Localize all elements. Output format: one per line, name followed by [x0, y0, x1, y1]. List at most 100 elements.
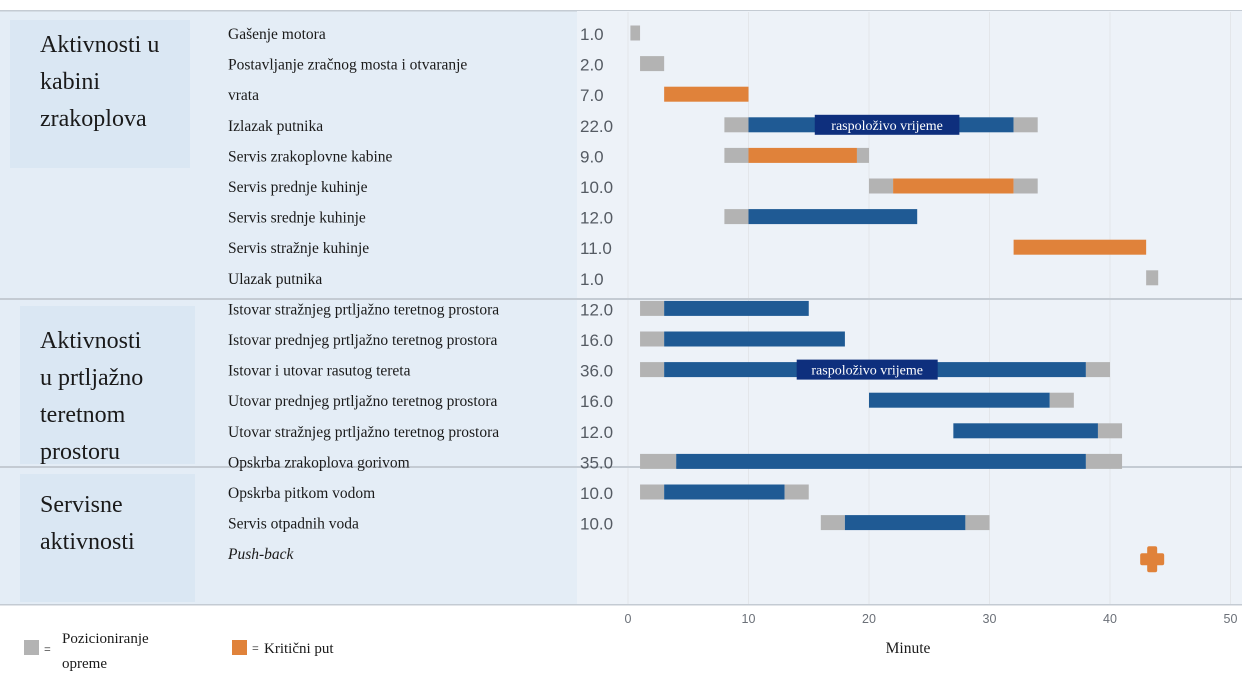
bar-positioning — [1049, 392, 1074, 408]
bar-positioning — [1146, 270, 1159, 286]
group-separator — [0, 298, 1242, 300]
task-duration: 12.0 — [580, 300, 613, 319]
bar-positioning — [869, 178, 894, 194]
bar-activity — [664, 331, 845, 347]
legend-equals: = — [252, 641, 259, 655]
legend-label: Kritični put — [264, 641, 334, 657]
task-duration: 2.0 — [580, 56, 604, 75]
bar-positioning — [1013, 178, 1038, 194]
annotation-label: raspoloživo vrijeme — [811, 364, 923, 379]
bar-activity — [844, 515, 966, 531]
task-label: Ulazak putnika — [228, 271, 322, 288]
bar-positioning — [1097, 423, 1123, 439]
bar-positioning — [630, 25, 641, 41]
bar-positioning — [856, 147, 869, 163]
x-tick-label: 30 — [983, 612, 997, 626]
group-separator — [0, 466, 1242, 468]
task-label: Servis zrakoplovne kabine — [228, 148, 393, 165]
bar-positioning — [1085, 453, 1123, 469]
bar-critical — [664, 86, 749, 102]
bar-positioning — [1013, 117, 1038, 133]
bar-positioning — [640, 362, 665, 378]
bar-activity — [664, 300, 809, 316]
x-tick-label: 50 — [1224, 612, 1238, 626]
group-name-line: aktivnosti — [40, 529, 135, 555]
bar-positioning — [724, 117, 749, 133]
bar-critical — [893, 178, 1014, 194]
task-label: Servis stražnje kuhinje — [228, 240, 369, 257]
task-duration: 7.0 — [580, 86, 604, 105]
task-duration: 1.0 — [580, 25, 604, 44]
group-name-line: Aktivnosti — [40, 328, 142, 354]
annotation-box — [814, 114, 960, 135]
legend-label: opreme — [62, 656, 107, 672]
bar-critical — [748, 147, 857, 163]
task-duration: 9.0 — [580, 147, 604, 166]
task-label: Servis srednje kuhinje — [228, 210, 366, 227]
x-axis-label: Minute — [886, 640, 931, 657]
bar-positioning — [640, 300, 665, 316]
push-back-marker — [1140, 546, 1165, 573]
bar-positioning — [784, 484, 809, 500]
task-duration: 22.0 — [580, 117, 613, 136]
bar-activity — [664, 484, 785, 500]
task-label: Postavljanje zračnog mosta i otvaranje — [228, 57, 467, 74]
group-name-line: Servisne — [40, 492, 123, 518]
group-name-line: teretnom — [40, 402, 126, 428]
bar-critical — [1013, 239, 1147, 255]
task-label: Istovar i utovar rasutog tereta — [228, 363, 411, 380]
bar-activity — [676, 453, 1086, 469]
task-label: vrata — [228, 87, 259, 104]
group-name-line: Aktivnosti u — [40, 32, 159, 58]
bar-positioning — [1085, 362, 1110, 378]
bar-positioning — [965, 515, 990, 531]
task-label: Push-back — [227, 546, 295, 563]
task-label: Utovar stražnjeg prtljažno teretnog pros… — [228, 424, 499, 441]
legend-equals: = — [44, 642, 51, 656]
task-label: Izlazak putnika — [228, 118, 323, 135]
bar-positioning — [640, 484, 665, 500]
task-label: Servis prednje kuhinje — [228, 179, 368, 196]
bar-positioning — [640, 453, 677, 469]
task-duration: 36.0 — [580, 362, 613, 381]
bar-positioning — [724, 147, 749, 163]
bar-activity — [748, 209, 918, 225]
task-label: Istovar prednjeg prtljažno teretnog pros… — [228, 332, 498, 349]
task-label: Gašenje motora — [228, 26, 326, 43]
task-duration: 16.0 — [580, 331, 613, 350]
legend-swatch-critical — [232, 640, 247, 655]
task-duration: 12.0 — [580, 423, 613, 442]
axis-baseline — [0, 604, 1242, 606]
task-label: Opskrba pitkom vodom — [228, 485, 375, 502]
legend-label: Pozicioniranje — [62, 631, 149, 647]
bar-activity — [953, 423, 1098, 439]
task-duration: 10.0 — [580, 178, 613, 197]
x-tick-label: 40 — [1103, 612, 1117, 626]
bar-positioning — [640, 331, 665, 347]
group-name-line: u prtljažno — [40, 365, 143, 391]
group-label-panel — [20, 306, 195, 464]
bar-positioning — [724, 209, 749, 225]
x-tick-label: 10 — [742, 612, 756, 626]
task-duration: 11.0 — [580, 239, 612, 258]
task-label: Istovar stražnjeg prtljažno teretnog pro… — [228, 301, 499, 318]
task-duration: 10.0 — [580, 515, 613, 534]
task-duration: 12.0 — [580, 209, 613, 228]
bar-activity — [869, 392, 1050, 408]
task-duration: 35.0 — [580, 453, 613, 472]
group-label-panel — [20, 474, 195, 602]
annotation-box — [796, 359, 938, 380]
group-name-line: prostoru — [40, 439, 120, 465]
bar-positioning — [820, 515, 845, 531]
top-border — [0, 10, 1242, 12]
group-name-line: zrakoplova — [40, 106, 147, 132]
annotation-label: raspoloživo vrijeme — [831, 119, 943, 134]
x-tick-label: 20 — [862, 612, 876, 626]
group-label-panel — [10, 20, 190, 168]
group-name-line: kabini — [40, 69, 100, 95]
bar-positioning — [640, 56, 665, 72]
task-duration: 10.0 — [580, 484, 613, 503]
x-tick-label: 0 — [625, 612, 632, 626]
task-duration: 1.0 — [580, 270, 604, 289]
